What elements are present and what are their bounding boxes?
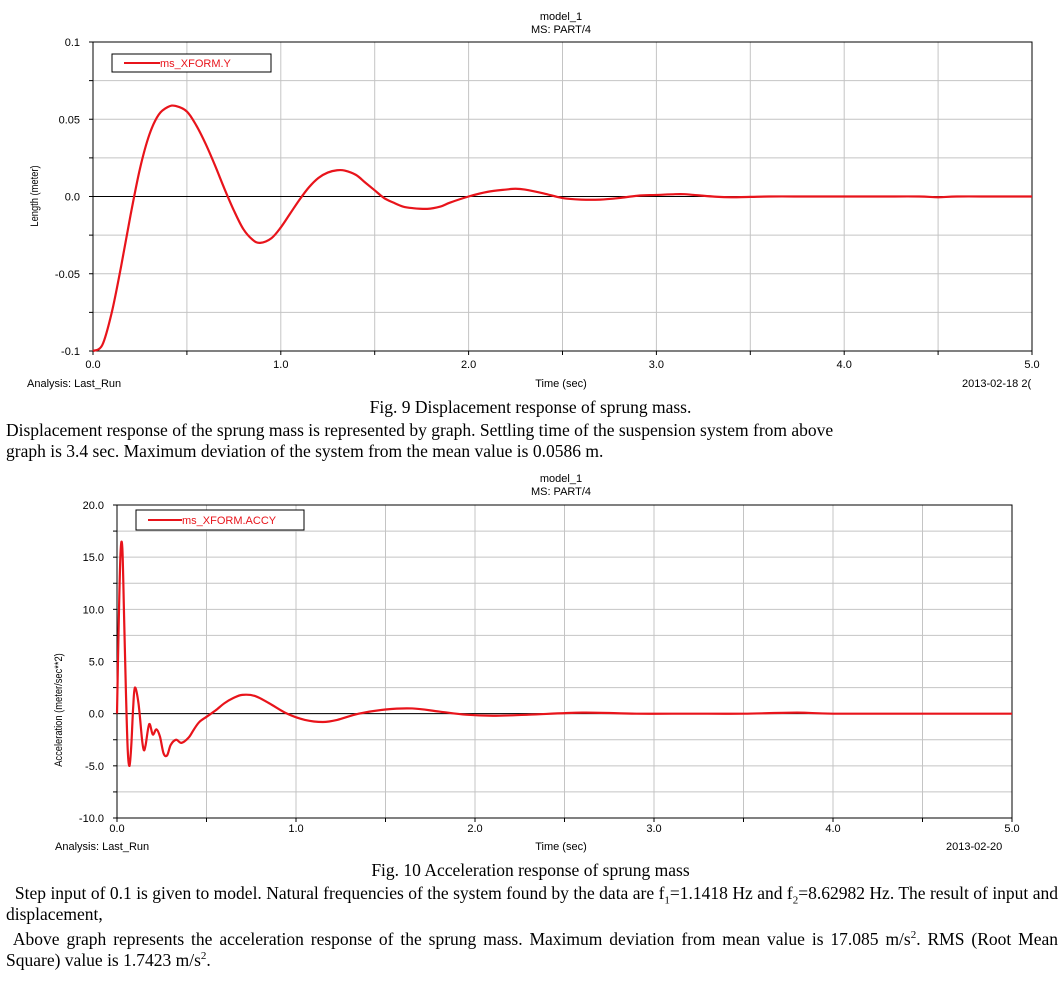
y-tick-label: -0.1 [61, 346, 80, 358]
chart-subtitle: MS: PART/4 [531, 486, 591, 498]
y-axis-label: Acceleration (meter/sec**2) [53, 653, 65, 767]
displacement-chart: 0.0 1.0 2.0 3.0 4.0 5.0 -0.1 -0.05 0.0 0.05 0.1 mo… [27, 11, 1040, 390]
x-tick-label: 5.0 [1024, 359, 1039, 371]
figure-10-caption: Fig. 10 Acceleration response of sprung … [371, 860, 690, 880]
legend-label: ms_XFORM.ACCY [182, 515, 277, 527]
y-tick-label: 0.05 [59, 114, 80, 126]
x-tick-label: 3.0 [646, 823, 661, 835]
paragraph-2-text-c: =8.62982 Hz. The result of input and dis… [6, 883, 1058, 924]
acceleration-chart: 0.0 1.0 2.0 3.0 4.0 5.0 -10.0 -5.0 0.0 5.0 10.0 15.… [53, 473, 1019, 853]
paragraph-2-text-a: Step input of 0.1 is given to model. Nat… [14, 883, 665, 903]
series-line [92, 104, 1032, 353]
x-axis-label: Time (sec) [535, 841, 587, 853]
analysis-label: Analysis: Last_Run [27, 378, 121, 390]
x-tick-label: 3.0 [649, 359, 664, 371]
paragraph-2-text-b: =1.1418 Hz and f [669, 883, 793, 903]
y-tick-label: -5.0 [85, 761, 104, 773]
x-tick-label: 1.0 [273, 359, 288, 371]
paragraph-1-line-2: graph is 3.4 sec. Maximum deviation of t… [6, 441, 604, 461]
subscript-2: 2 [792, 894, 799, 907]
x-tick-label: 4.0 [825, 823, 840, 835]
date-stamp: 2013-02-20 [946, 841, 1002, 853]
x-tick-label: 0.0 [109, 823, 124, 835]
paragraph-3: Above graph represents the acceleration … [6, 929, 1058, 971]
legend: ms_XFORM.ACCY [135, 509, 305, 531]
superscript-1: 2 [910, 929, 917, 942]
superscript-2: 2 [200, 950, 207, 963]
paragraph-2: Step input of 0.1 is given to model. Nat… [6, 883, 1058, 925]
y-tick-label: 0.1 [65, 37, 80, 49]
legend-label: ms_XFORM.Y [160, 58, 232, 70]
y-tick-label: 10.0 [83, 604, 104, 616]
paragraph-3-text-b: . RMS (Root Mean Square) value is 1.7423… [6, 929, 1058, 970]
chart-title: model_1 [540, 473, 582, 485]
analysis-label: Analysis: Last_Run [55, 841, 149, 853]
y-axis-label: Length (meter) [29, 165, 41, 226]
y-tick-label: -0.05 [55, 269, 80, 281]
y-tick-label: 0.0 [89, 709, 104, 721]
y-tick-label: -10.0 [79, 813, 104, 825]
legend: ms_XFORM.Y [111, 53, 272, 73]
x-tick-label: 5.0 [1004, 823, 1019, 835]
paragraph-3-text-c: . [206, 950, 211, 970]
subscript-1: 1 [664, 894, 670, 907]
figure-9-caption: Fig. 9 Displacement response of sprung m… [369, 397, 692, 417]
date-stamp: 2013-02-18 2( [962, 378, 1031, 390]
x-tick-label: 2.0 [461, 359, 476, 371]
chart-title: model_1 [540, 11, 582, 23]
x-tick-label: 1.0 [288, 823, 303, 835]
chart-subtitle: MS: PART/4 [531, 24, 591, 36]
x-tick-label: 2.0 [467, 823, 482, 835]
series-line [115, 540, 1012, 768]
x-axis-label: Time (sec) [535, 378, 587, 390]
y-tick-label: 0.0 [65, 192, 80, 204]
paragraph-3-text-a: Above graph represents the acceleration … [12, 929, 911, 949]
y-tick-label: 15.0 [83, 552, 104, 564]
x-tick-label: 0.0 [85, 359, 100, 371]
paragraph-1: Displacement response of the sprung mass… [6, 420, 1058, 462]
y-tick-label: 5.0 [89, 657, 104, 669]
paragraph-1-line-1: Displacement response of the sprung mass… [6, 420, 834, 440]
x-tick-label: 4.0 [837, 359, 852, 371]
y-tick-label: 20.0 [83, 500, 104, 512]
